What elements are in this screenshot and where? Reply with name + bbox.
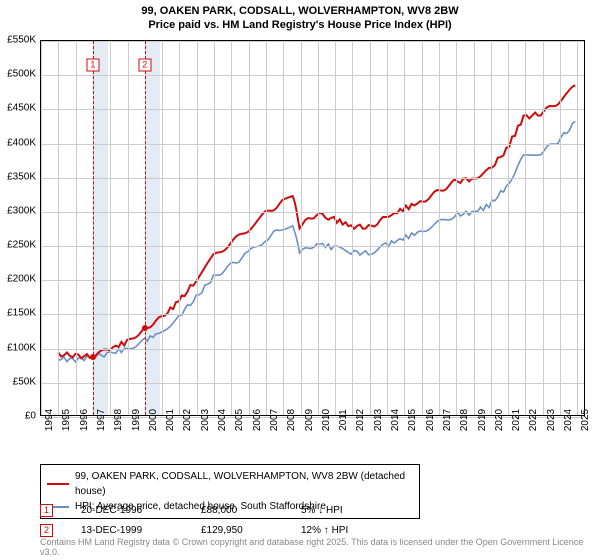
- x-tick-label: 2015: [407, 409, 418, 431]
- y-tick-label: £350K: [7, 171, 36, 182]
- x-tick-label: 2008: [286, 409, 297, 431]
- x-axis: 1994199519961997199819992000200120022003…: [40, 418, 585, 458]
- x-tick-label: 2005: [234, 409, 245, 431]
- chart-container: 99, OAKEN PARK, CODSALL, WOLVERHAMPTON, …: [0, 0, 600, 560]
- x-tick-label: 2016: [425, 409, 436, 431]
- y-tick-label: £450K: [7, 103, 36, 114]
- x-tick-label: 2010: [321, 409, 332, 431]
- x-tick-label: 1999: [131, 409, 142, 431]
- legend-swatch: [47, 483, 69, 485]
- y-axis: £0£50K£100K£150K£200K£250K£300K£350K£400…: [0, 40, 38, 416]
- y-tick-label: £100K: [7, 342, 36, 353]
- x-tick-label: 2002: [182, 409, 193, 431]
- annotation-date: 13-DEC-1999: [81, 525, 201, 536]
- chart-title: 99, OAKEN PARK, CODSALL, WOLVERHAMPTON, …: [0, 4, 600, 33]
- x-tick-label: 2011: [338, 409, 349, 431]
- attribution-text: Contains HM Land Registry data © Crown c…: [40, 537, 600, 557]
- x-tick-label: 2019: [477, 409, 488, 431]
- y-tick-label: £0: [25, 411, 36, 422]
- x-tick-label: 1998: [113, 409, 124, 431]
- x-tick-label: 1995: [61, 409, 72, 431]
- chart-marker: 1: [86, 58, 99, 71]
- x-tick-label: 2021: [511, 409, 522, 431]
- x-tick-label: 2000: [148, 409, 159, 431]
- x-tick-label: 2020: [494, 409, 505, 431]
- x-tick-label: 2024: [563, 409, 574, 431]
- annotation-marker: 1: [40, 504, 53, 517]
- annotation-delta: 5% ↓ HPI: [301, 505, 343, 516]
- x-tick-label: 2012: [355, 409, 366, 431]
- y-tick-label: £200K: [7, 274, 36, 285]
- x-tick-label: 2013: [373, 409, 384, 431]
- title-line2: Price paid vs. HM Land Registry's House …: [0, 18, 600, 32]
- annotation-row-2: 2 13-DEC-1999 £129,950 12% ↑ HPI: [40, 524, 348, 537]
- chart-marker: 2: [138, 58, 151, 71]
- x-tick-label: 2007: [269, 409, 280, 431]
- annotation-row-1: 1 20-DEC-1996 £88,000 5% ↓ HPI: [40, 504, 343, 517]
- annotation-date: 20-DEC-1996: [81, 505, 201, 516]
- x-tick-label: 2017: [442, 409, 453, 431]
- x-tick-label: 2018: [459, 409, 470, 431]
- y-tick-label: £250K: [7, 240, 36, 251]
- y-tick-label: £550K: [7, 35, 36, 46]
- legend-label: 99, OAKEN PARK, CODSALL, WOLVERHAMPTON, …: [75, 469, 413, 499]
- y-tick-label: £500K: [7, 69, 36, 80]
- x-tick-label: 2006: [252, 409, 263, 431]
- x-tick-label: 2001: [165, 409, 176, 431]
- x-tick-label: 1994: [44, 409, 55, 431]
- x-tick-label: 2009: [304, 409, 315, 431]
- legend-item: 99, OAKEN PARK, CODSALL, WOLVERHAMPTON, …: [47, 469, 413, 499]
- x-tick-label: 2003: [200, 409, 211, 431]
- plot-area: 12: [40, 40, 585, 416]
- x-tick-label: 1997: [96, 409, 107, 431]
- line-series: [41, 41, 584, 416]
- x-tick-label: 2023: [546, 409, 557, 431]
- y-tick-label: £50K: [13, 376, 36, 387]
- annotation-delta: 12% ↑ HPI: [301, 525, 348, 536]
- y-tick-label: £150K: [7, 308, 36, 319]
- x-tick-label: 2025: [580, 409, 591, 431]
- y-tick-label: £300K: [7, 205, 36, 216]
- x-tick-label: 2004: [217, 409, 228, 431]
- x-tick-label: 2014: [390, 409, 401, 431]
- x-tick-label: 1996: [79, 409, 90, 431]
- x-tick-label: 2022: [528, 409, 539, 431]
- annotation-price: £88,000: [201, 505, 301, 516]
- title-line1: 99, OAKEN PARK, CODSALL, WOLVERHAMPTON, …: [0, 4, 600, 18]
- annotation-price: £129,950: [201, 525, 301, 536]
- y-tick-label: £400K: [7, 137, 36, 148]
- annotation-marker: 2: [40, 524, 53, 537]
